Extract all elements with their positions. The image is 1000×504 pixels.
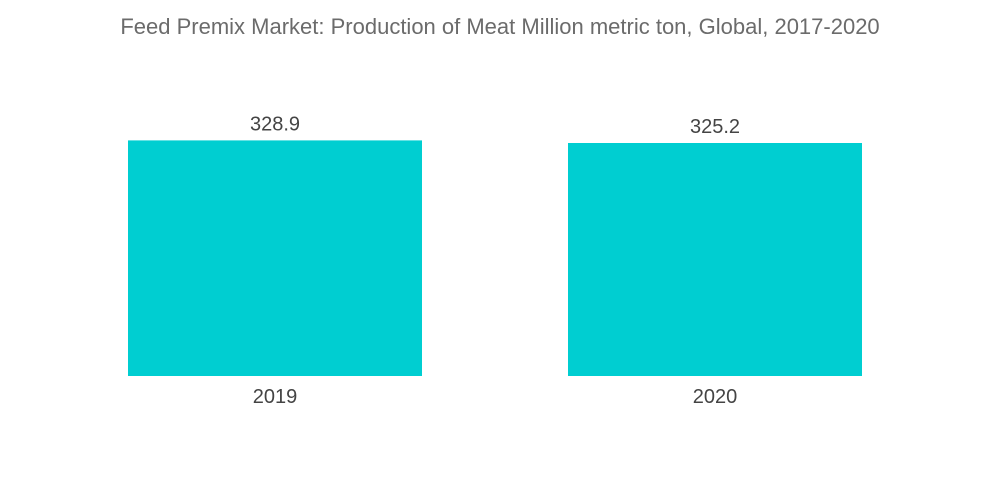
data-label-2019: 328.9 bbox=[250, 113, 300, 135]
x-tick-label-2019: 2019 bbox=[253, 386, 298, 408]
chart-title: Feed Premix Market: Production of Meat M… bbox=[120, 14, 880, 39]
data-label-2020: 325.2 bbox=[690, 116, 740, 138]
bar-2020 bbox=[568, 143, 862, 376]
bar-2019 bbox=[128, 140, 422, 376]
x-tick-label-2020: 2020 bbox=[693, 386, 738, 408]
